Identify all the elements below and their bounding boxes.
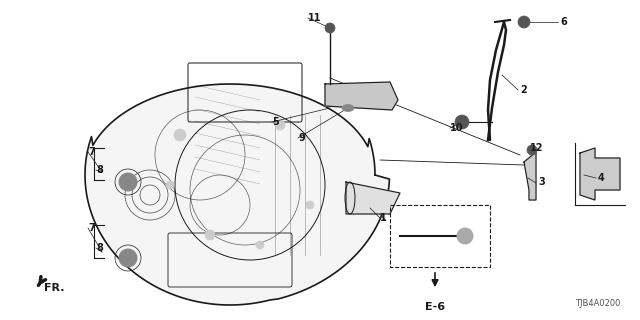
Circle shape xyxy=(119,249,137,267)
Circle shape xyxy=(306,201,314,209)
Circle shape xyxy=(527,145,537,155)
Text: 9: 9 xyxy=(298,133,305,143)
Text: 8: 8 xyxy=(96,165,103,175)
Polygon shape xyxy=(524,152,536,200)
Text: 7: 7 xyxy=(88,223,95,233)
Text: 7: 7 xyxy=(88,147,95,157)
Circle shape xyxy=(205,230,215,240)
Text: TJB4A0200: TJB4A0200 xyxy=(575,299,620,308)
Circle shape xyxy=(518,16,530,28)
Circle shape xyxy=(119,173,137,191)
Circle shape xyxy=(256,241,264,249)
Text: 4: 4 xyxy=(598,173,605,183)
Circle shape xyxy=(455,115,469,129)
Text: 8: 8 xyxy=(96,243,103,253)
Bar xyxy=(390,205,490,267)
Text: E-6: E-6 xyxy=(425,302,445,312)
Polygon shape xyxy=(580,148,620,200)
Ellipse shape xyxy=(342,105,354,111)
Text: 6: 6 xyxy=(560,17,567,27)
Text: 2: 2 xyxy=(520,85,527,95)
Circle shape xyxy=(174,129,186,141)
Polygon shape xyxy=(85,84,389,305)
Circle shape xyxy=(275,120,285,130)
Text: FR.: FR. xyxy=(44,283,65,293)
Text: 10: 10 xyxy=(450,123,463,133)
Polygon shape xyxy=(346,182,400,214)
Circle shape xyxy=(166,181,174,189)
Text: 12: 12 xyxy=(530,143,543,153)
Polygon shape xyxy=(325,82,398,110)
Text: 1: 1 xyxy=(380,213,387,223)
Text: 11: 11 xyxy=(308,13,321,23)
Circle shape xyxy=(457,228,473,244)
Text: 5: 5 xyxy=(272,117,279,127)
Text: 3: 3 xyxy=(538,177,545,187)
Circle shape xyxy=(325,23,335,33)
